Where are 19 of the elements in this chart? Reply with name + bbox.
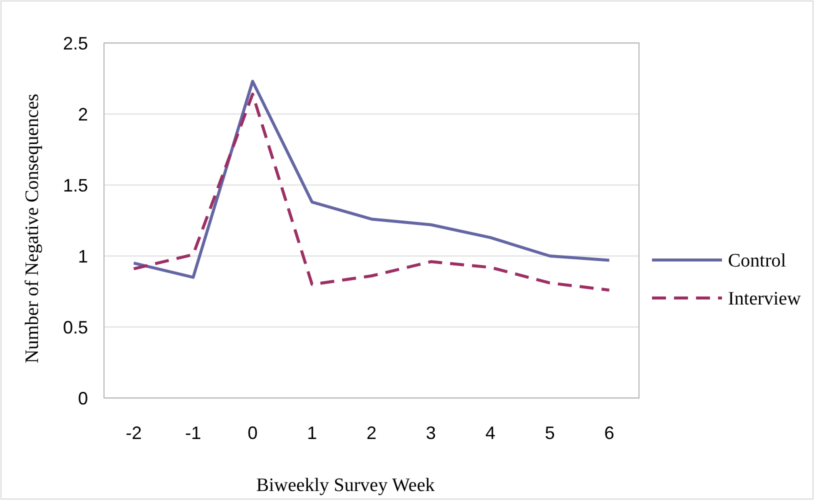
y-tick-label: 2.5 bbox=[62, 33, 88, 54]
x-tick-label: 5 bbox=[544, 423, 555, 443]
x-tick-label: -2 bbox=[126, 423, 142, 443]
x-tick-label: 0 bbox=[248, 423, 258, 443]
x-tick-label: 3 bbox=[426, 423, 436, 443]
x-axis-title: Biweekly Survey Week bbox=[256, 475, 436, 496]
y-tick-label: 0 bbox=[78, 388, 88, 408]
x-tick-label: 4 bbox=[485, 423, 496, 443]
y-axis-title: Number of Negative Consequences bbox=[22, 94, 43, 364]
y-tick-label: 1 bbox=[78, 246, 88, 266]
legend-label: Interview bbox=[728, 288, 802, 310]
x-tick-label: 2 bbox=[366, 423, 377, 443]
y-tick-label: 0.5 bbox=[62, 317, 88, 338]
x-tick-label: -1 bbox=[185, 423, 202, 443]
y-tick-label: 1.5 bbox=[62, 175, 88, 196]
x-tick-label: 6 bbox=[604, 423, 614, 443]
y-tick-label: 2 bbox=[78, 104, 88, 124]
legend-label: Control bbox=[728, 250, 786, 272]
x-tick-label: 1 bbox=[307, 423, 318, 443]
